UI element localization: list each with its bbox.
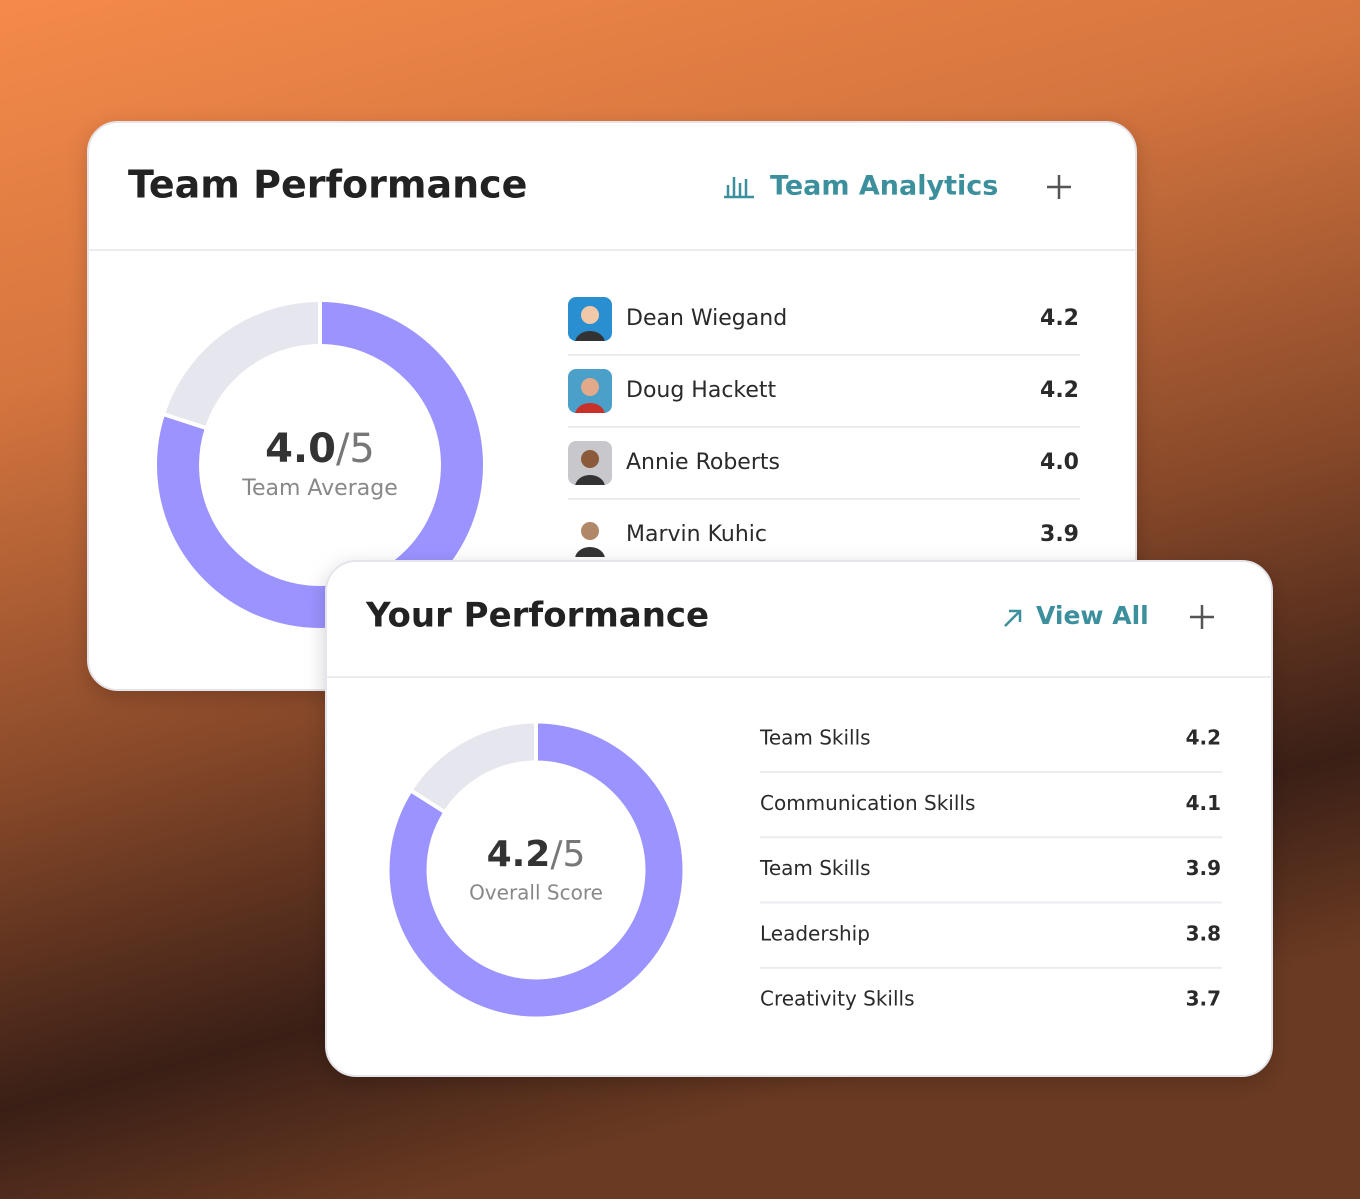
skill-score: 3.7 [1186,987,1221,1011]
skill-name: Team Skills [759,856,871,880]
avatar-head [581,522,599,540]
skill-score: 4.1 [1186,791,1221,815]
score-caption: Overall Score [469,881,603,905]
member-score: 3.9 [1040,522,1079,547]
add-button[interactable] [1047,175,1071,199]
add-button[interactable] [1190,605,1214,629]
header-link[interactable]: Team Analytics [770,171,998,202]
skill-name: Leadership [760,921,870,945]
skill-score: 3.9 [1186,856,1221,880]
member-name: Annie Roberts [626,450,780,475]
avatar-body [575,403,605,413]
avatar [568,369,612,413]
member-name: Doug Hackett [626,378,777,403]
avatar-head [581,378,599,396]
avatar [568,441,612,485]
member-score: 4.0 [1040,450,1079,475]
card-title: Team Performance [128,163,527,207]
score-caption: Team Average [241,476,397,501]
avatar-body [575,547,605,557]
text-part: /5 [336,426,375,472]
text-part: 4.2 [487,834,551,875]
skill-name: Team Skills [759,726,871,750]
skill-name: Communication Skills [760,791,975,815]
header-link[interactable]: View All [1036,601,1149,630]
donut-gap [163,412,207,430]
member-name: Dean Wiegand [626,306,787,331]
arrow-icon [1004,609,1022,627]
skill-score: 4.2 [1186,726,1221,750]
card-title: Your Performance [365,596,709,636]
avatar-head [581,450,599,468]
avatar-body [575,475,605,485]
donut-gap [410,789,446,814]
score-text: 4.0/5 [265,426,375,472]
avatar [568,513,612,557]
avatar-head [581,306,599,324]
analytics-icon [724,177,754,199]
member-name: Marvin Kuhic [626,522,767,547]
avatar-body [575,331,605,341]
skill-name: Creativity Skills [760,987,915,1011]
text-part: 4.0 [265,426,336,472]
member-score: 4.2 [1040,306,1079,331]
member-score: 4.2 [1040,378,1079,403]
avatar [568,297,612,341]
score-text: 4.2/5 [487,834,586,875]
text-part: /5 [550,834,585,875]
skill-score: 3.8 [1186,921,1221,945]
card [325,560,1273,1077]
